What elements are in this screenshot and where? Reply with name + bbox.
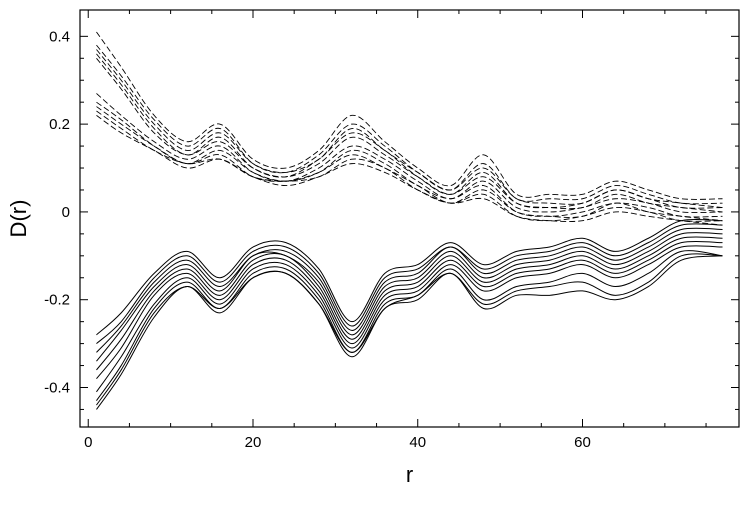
- series-line-19: [96, 253, 723, 406]
- series-line-7: [96, 101, 723, 218]
- x-tick-label: 20: [245, 434, 262, 451]
- series-line-9: [96, 110, 723, 222]
- series-line-1: [96, 31, 723, 200]
- series-line-6: [96, 93, 723, 214]
- x-axis-title: r: [406, 462, 413, 487]
- y-tick-label: 0: [62, 204, 70, 221]
- y-tick-label: 0.4: [49, 28, 70, 45]
- series-line-15: [96, 236, 723, 371]
- series-line-12: [96, 223, 723, 344]
- series-line-20: [96, 255, 723, 410]
- y-tick-label: -0.4: [44, 379, 70, 396]
- series-line-2: [96, 44, 723, 205]
- series-line-5: [96, 57, 723, 213]
- x-tick-label: 40: [409, 434, 426, 451]
- series-line-13: [96, 227, 723, 353]
- y-tick-label: 0.2: [49, 116, 70, 133]
- x-tick-label: 0: [84, 434, 92, 451]
- plot-frame: [79, 9, 740, 428]
- series-line-17: [96, 245, 723, 393]
- series-line-3: [96, 49, 723, 208]
- series-line-10: [96, 114, 723, 226]
- x-tick-label: 60: [574, 434, 591, 451]
- series-line-18: [96, 250, 723, 401]
- series-layer: [96, 31, 723, 410]
- y-axis-title: D(r): [6, 200, 31, 238]
- series-line-16: [96, 240, 723, 380]
- y-tick-label: -0.2: [44, 292, 70, 309]
- ticks-layer: 0 20 40 60 0.4 0.2 0 -0.2 -0.4: [44, 10, 739, 451]
- series-line-14: [96, 232, 723, 362]
- series-line-11: [96, 218, 723, 336]
